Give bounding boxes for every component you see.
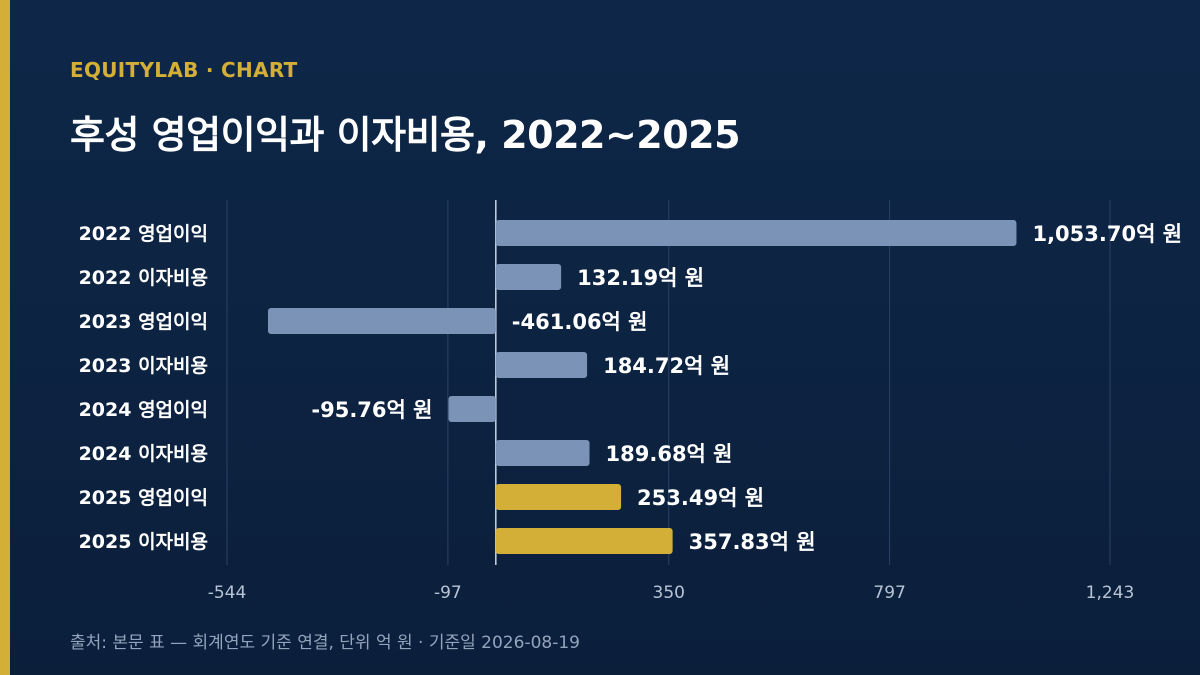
value-label: -95.76억 원 [311,398,432,422]
value-label: 1,053.70억 원 [1032,222,1182,246]
category-label: 2024 이자비용 [79,443,208,465]
brand-label: EQUITYLAB · CHART [70,58,298,82]
category-label: 2025 영업이익 [79,487,208,509]
value-label: 132.19억 원 [577,266,704,290]
bar [267,308,496,334]
bar [495,440,590,466]
bar [495,264,562,290]
value-label: -461.06억 원 [512,310,648,334]
value-label: 189.68억 원 [606,442,733,466]
value-label: 357.83억 원 [689,530,816,554]
grid-layer [226,200,1111,565]
x-tick-label: 1,243 [1086,583,1135,603]
bar [448,396,496,422]
category-label: 2025 이자비용 [79,531,208,553]
bar [495,528,673,554]
bar-layer [267,220,1017,554]
bar [495,484,622,510]
category-label: 2022 영업이익 [79,223,208,245]
x-tick-label: -97 [434,583,462,603]
x-tick-label: 350 [653,583,685,603]
category-label: 2022 이자비용 [79,267,208,289]
label-layer: -544 -97 350 797 1,243 2022 영업이익 1,053.70억 원 20… [79,222,1182,603]
x-tick-label: -544 [208,583,247,603]
accent-bar [0,0,10,675]
source-note: 출처: 본문 표 — 회계연도 기준 연결, 단위 억 원 · 기준일 2026… [70,633,580,653]
category-label: 2023 영업이익 [79,311,208,333]
value-label: 184.72억 원 [603,354,730,378]
value-label: 253.49억 원 [637,486,764,510]
bar [495,220,1017,246]
category-label: 2024 영업이익 [79,399,208,421]
x-tick-label: 797 [873,583,905,603]
bar [495,352,588,378]
category-label: 2023 이자비용 [79,355,208,377]
page-title: 후성 영업이익과 이자비용, 2022~2025 [70,113,741,157]
